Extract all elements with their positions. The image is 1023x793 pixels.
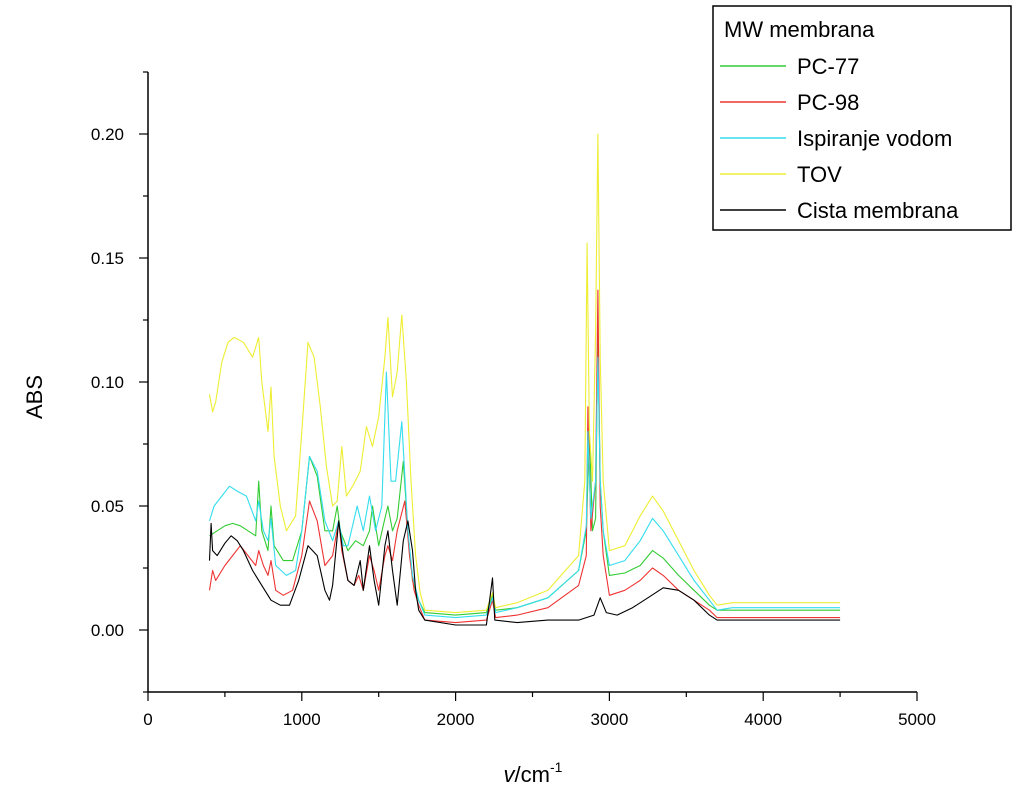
x-axis-title-unit: /cm [515, 762, 550, 787]
series-line-pc-98 [208, 289, 841, 624]
legend-label: PC-77 [797, 54, 859, 79]
axes: 0 1000 2000 3000 4000 5000 0.00 0.05 0.10 0.15 0.2… [91, 71, 936, 729]
series-line-cista-membrana [208, 520, 841, 626]
x-tick-label: 2000 [437, 710, 475, 729]
legend-item-cista-membrana: Cista membrana [720, 198, 959, 223]
y-axis-title: ABS [22, 375, 47, 419]
legend-item-tov: TOV [720, 162, 842, 187]
x-axis-title: v/cm-1 [504, 759, 563, 787]
legend-box [712, 5, 1012, 231]
y-tick-label: 0.20 [91, 125, 124, 144]
legend-item-ispiranje-vodom: Ispiranje vodom [720, 126, 952, 151]
legend-title: MW membrana [724, 17, 875, 42]
legend-items: PC-77 PC-98 Ispiranje vodom TOV Cista membra… [720, 54, 959, 223]
x-tick-label: 4000 [744, 710, 782, 729]
series-layer [208, 133, 841, 626]
x-tick-label: 1000 [283, 710, 321, 729]
x-tick-label: 5000 [898, 710, 936, 729]
x-tick-label: 0 [143, 710, 152, 729]
legend: MW membrana PC-77 PC-98 Ispiranje vodom TOV… [712, 5, 1012, 231]
series-line-tov [208, 133, 841, 614]
y-tick-label: 0.05 [91, 497, 124, 516]
legend-label: PC-98 [797, 90, 859, 115]
y-tick-label: 0.15 [91, 249, 124, 268]
series-line-pc-77 [209, 331, 841, 616]
legend-label: Cista membrana [797, 198, 959, 223]
legend-item-pc-98: PC-98 [720, 90, 859, 115]
y-tick-label: 0.10 [91, 373, 124, 392]
legend-label: TOV [797, 162, 842, 187]
x-axis-title-exponent: -1 [550, 759, 563, 775]
x-axis-title-symbol: v [504, 762, 517, 787]
x-tick-label: 3000 [590, 710, 628, 729]
legend-item-pc-77: PC-77 [720, 54, 859, 79]
series-line-ispiranje-vodom [208, 356, 841, 619]
legend-label: Ispiranje vodom [797, 126, 952, 151]
y-tick-label: 0.00 [91, 621, 124, 640]
